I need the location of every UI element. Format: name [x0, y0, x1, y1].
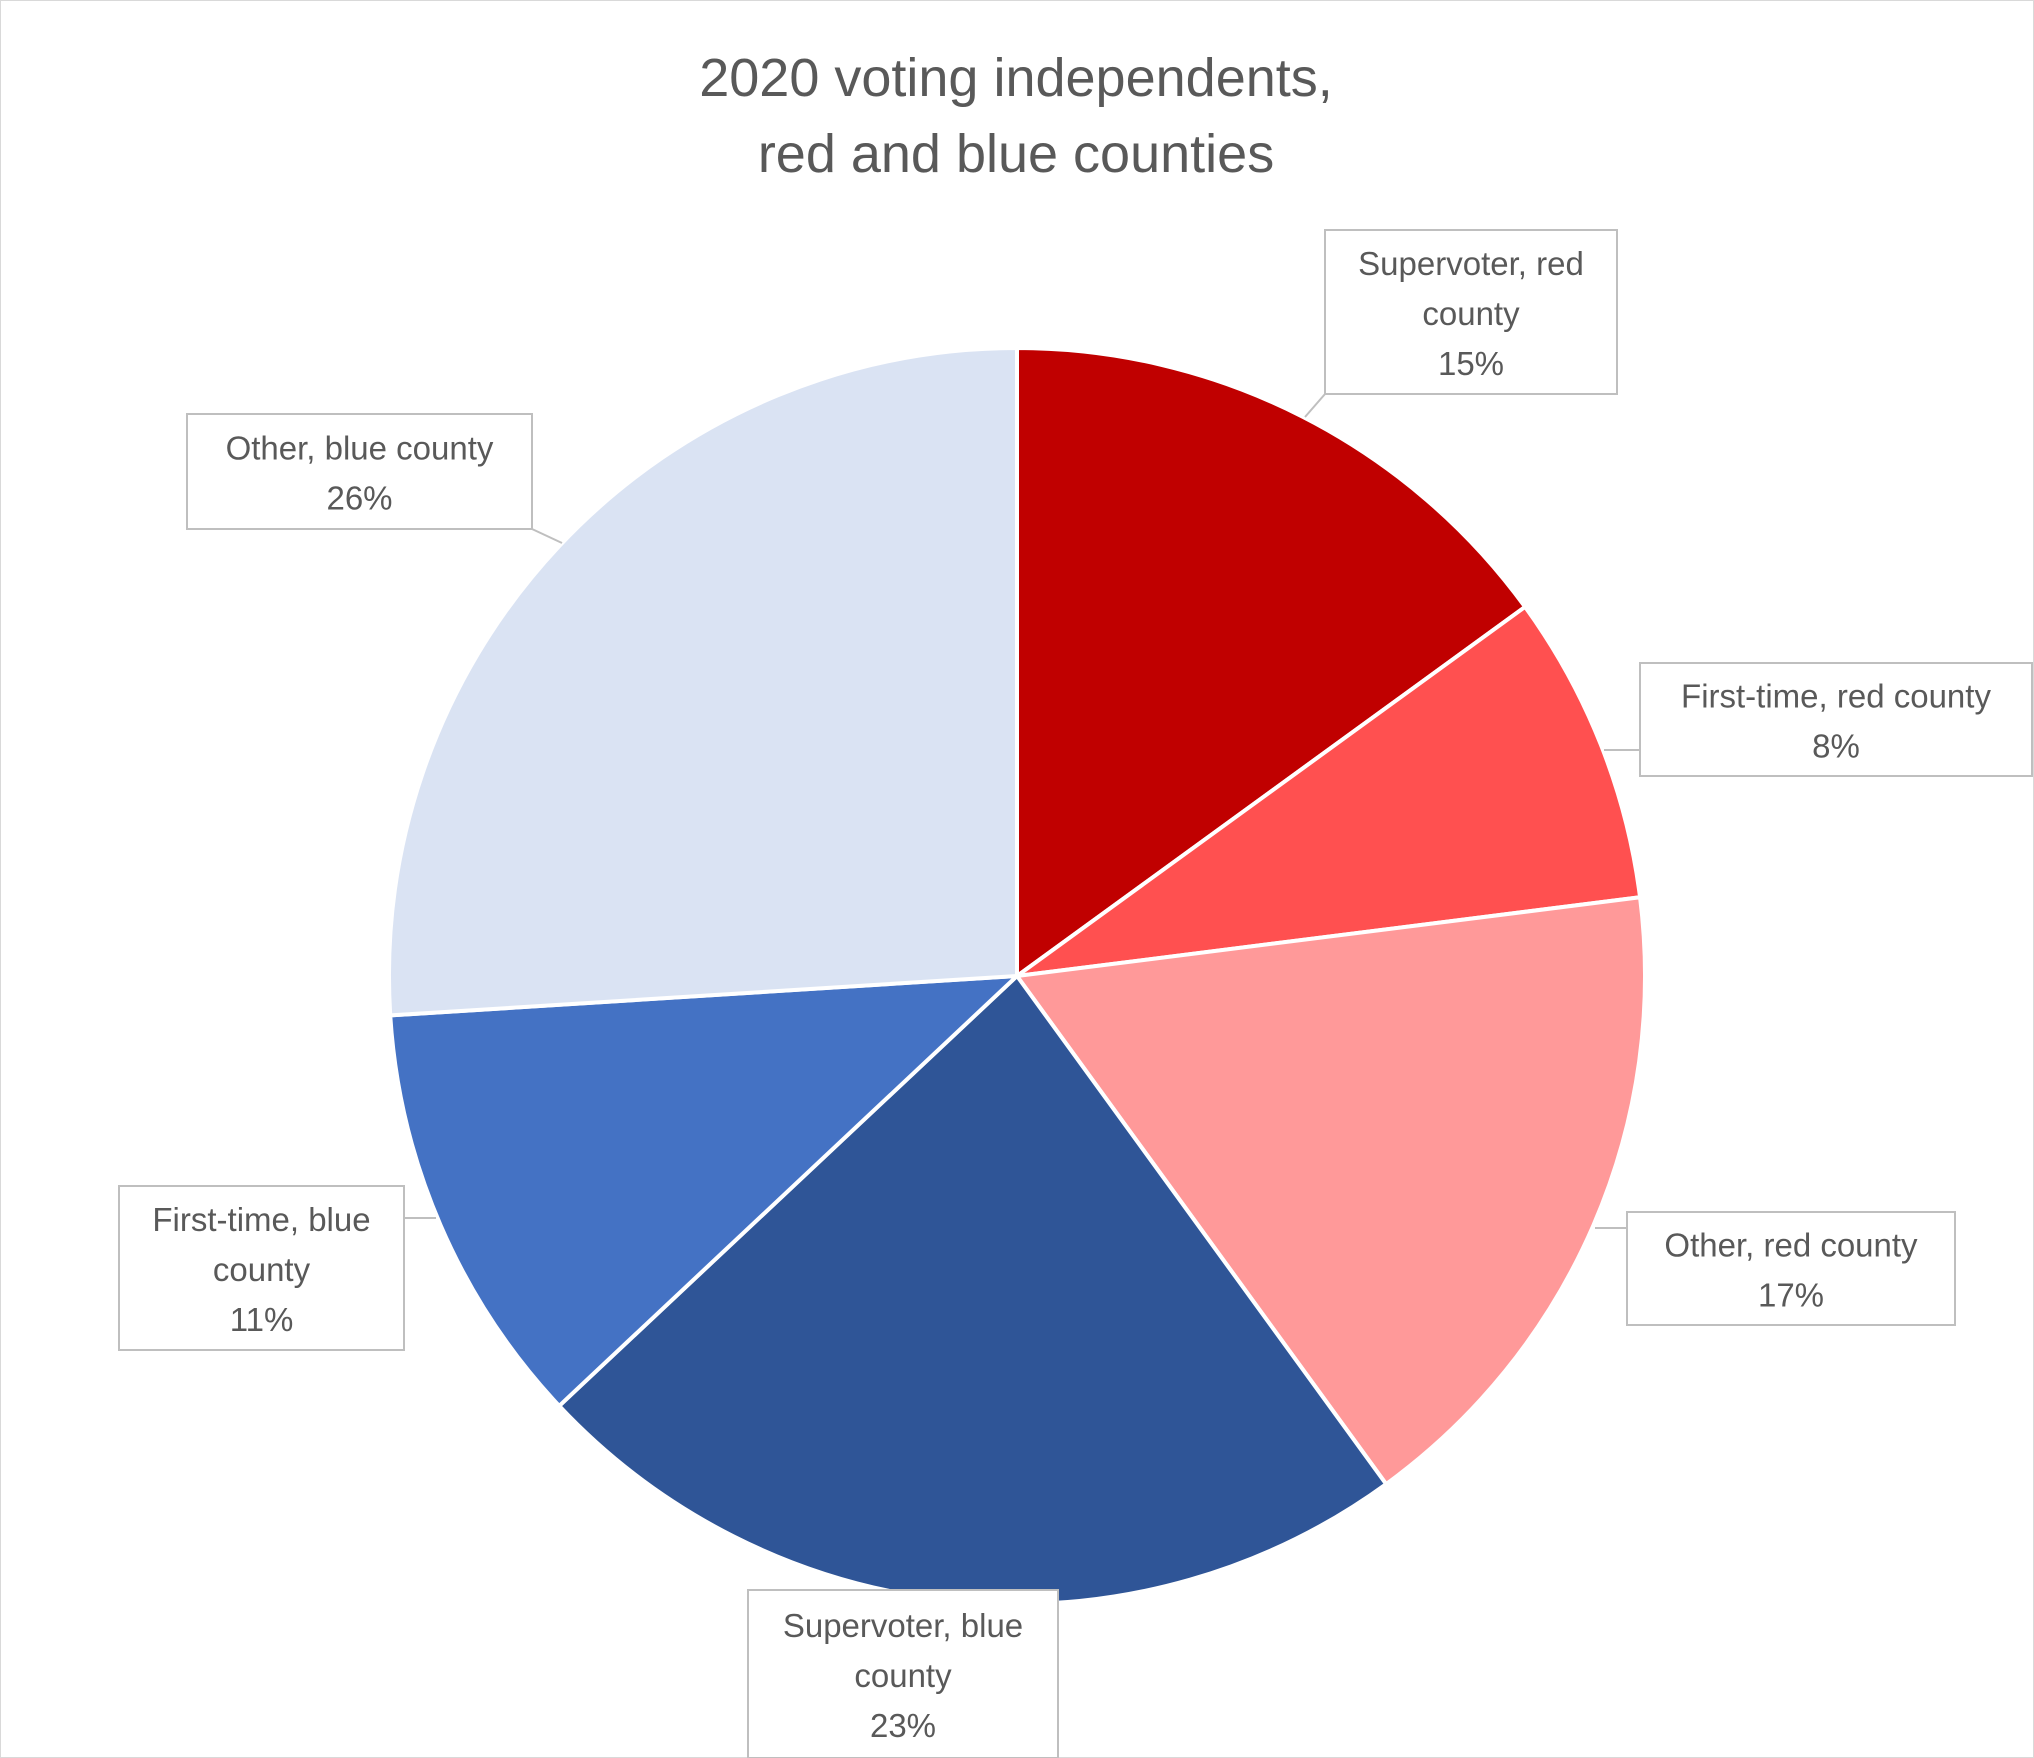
- data-label-box: [747, 1589, 1059, 1758]
- pie-slice-other-red-county: [1013, 895, 1647, 1487]
- data-label-category: First-time, red county: [1681, 678, 1991, 715]
- data-label-box: [1626, 1211, 1956, 1326]
- data-label-box: [186, 413, 533, 530]
- data-label-value: 8%: [1812, 728, 1860, 765]
- data-label-box: [1639, 662, 2033, 777]
- data-label-other-blue-county: Other, blue county 26%: [186, 413, 563, 544]
- data-label-first-time-red-county: First-time, red county 8%: [1604, 662, 2033, 777]
- data-label-first-time-blue-county: First-time, blue county 11%: [118, 1185, 436, 1351]
- data-label-category: Supervoter, red: [1358, 245, 1584, 282]
- data-label-category: Other, blue county: [226, 430, 494, 467]
- data-label-category: Other, red county: [1664, 1227, 1918, 1264]
- data-label-box: [1324, 229, 1618, 395]
- data-label-category: First-time, blue: [152, 1201, 370, 1238]
- pie-slice-supervoter-red-county: [1015, 345, 1528, 980]
- data-label-category: county: [1422, 295, 1520, 332]
- data-label-category: county: [854, 1657, 952, 1694]
- data-label-value: 11%: [230, 1301, 294, 1338]
- data-label-supervoter-blue-county: Supervoter, blue county 23%: [747, 1589, 1059, 1758]
- chart-title-line-1: 2020 voting independents,: [699, 48, 1333, 108]
- pie-data-labels: Supervoter, red county 15% First-time, red …: [118, 229, 2033, 1758]
- data-label-value: 26%: [326, 480, 392, 517]
- pie-slice-first-time-blue-county: [388, 973, 1023, 1409]
- data-label-supervoter-red-county: Supervoter, red county 15%: [1304, 229, 1618, 418]
- data-label-category: Supervoter, blue: [783, 1607, 1023, 1644]
- data-label-category: county: [213, 1251, 311, 1288]
- data-label-value: 15%: [1438, 345, 1504, 382]
- leader-line: [531, 528, 563, 544]
- pie-slice-first-time-red-county: [1015, 604, 1643, 978]
- data-label-other-red-county: Other, red county 17%: [1595, 1211, 1956, 1326]
- data-label-value: 23%: [870, 1707, 936, 1744]
- pie-slice-other-blue-county: [387, 345, 1019, 1018]
- data-label-box: [118, 1185, 405, 1351]
- pie-slices: [387, 345, 1647, 1606]
- chart-title-line-2: red and blue counties: [758, 124, 1274, 184]
- leader-line: [1304, 393, 1326, 418]
- data-label-value: 17%: [1758, 1277, 1824, 1314]
